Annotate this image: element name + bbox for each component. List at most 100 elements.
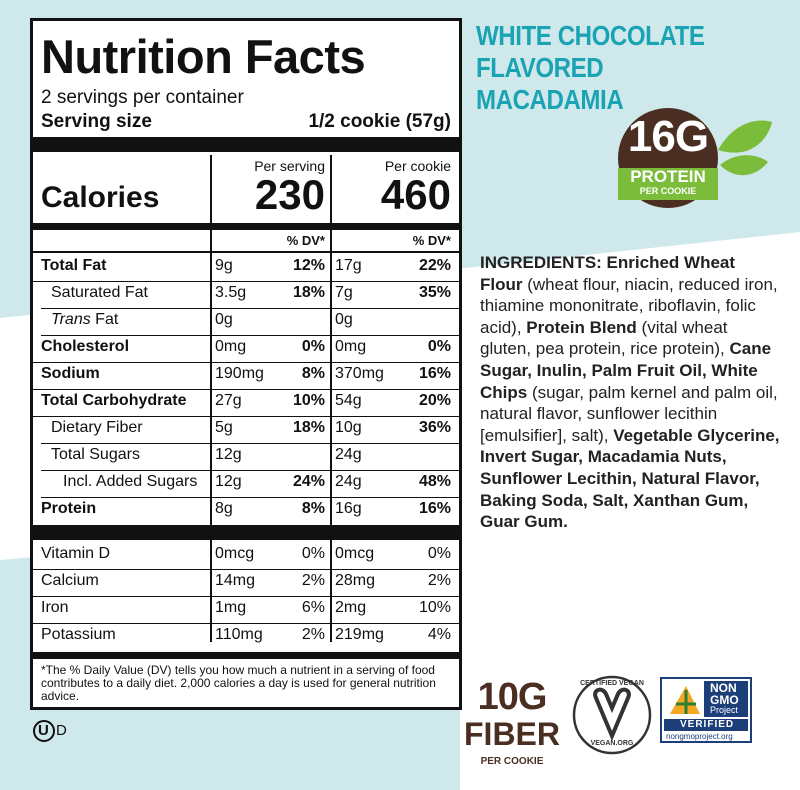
- rule: [33, 652, 459, 659]
- rule: [33, 596, 459, 597]
- nutrient-name: Incl. Added Sugars: [63, 473, 198, 490]
- kosher-suffix: D: [56, 722, 67, 739]
- daily-value: 4%: [427, 626, 451, 643]
- amount: 190mg: [215, 365, 264, 382]
- amount: 12g: [215, 473, 242, 490]
- column-header: Per serving: [254, 158, 325, 174]
- label-title: Nutrition Facts: [41, 30, 366, 83]
- protein-label: PROTEIN: [630, 167, 706, 186]
- vitamin-name: Potassium: [41, 626, 116, 643]
- product-line: FLAVORED MACADAMIA: [476, 52, 624, 115]
- nongmo-badge-strip: [664, 719, 748, 731]
- daily-value: 16%: [418, 365, 451, 382]
- amount: 24g: [335, 446, 362, 463]
- daily-value: 36%: [418, 419, 451, 436]
- nongmo-badge-block: [704, 681, 748, 717]
- nutrient-name: Total Sugars: [51, 446, 140, 463]
- ingredient-text: Cane Sugar, Inulin, Palm Fruit Oil, Whit…: [480, 339, 772, 402]
- calories-value: 460: [380, 171, 451, 218]
- amount: 0mcg: [335, 545, 375, 562]
- nutrient-name-rest: Fat: [95, 311, 119, 328]
- daily-value: 6%: [301, 599, 325, 616]
- amount: 24g: [335, 473, 362, 490]
- rule: [41, 443, 459, 444]
- nutrient-name: Sodium: [41, 365, 100, 382]
- vitamin-name: Calcium: [41, 572, 99, 589]
- vegan-heart: [593, 687, 631, 742]
- rule: [41, 470, 459, 471]
- rule: [33, 389, 459, 390]
- fiber-sub: PER COOKIE: [480, 756, 544, 767]
- ingredient-text: (wheat flour, niacin, reduced iron, thia…: [480, 274, 778, 337]
- servings: 2 servings per container: [41, 87, 244, 108]
- dv-header: % DV*: [412, 233, 451, 248]
- amount: 2mg: [335, 599, 367, 616]
- amount: 370mg: [335, 365, 384, 382]
- rule: [41, 497, 459, 498]
- daily-value: 10%: [292, 392, 325, 409]
- amount: 5g: [215, 419, 233, 436]
- column-header: Per cookie: [384, 158, 451, 174]
- vegan-bottom: VEGAN.ORG: [590, 740, 634, 747]
- nutrient-name: Saturated Fat: [51, 284, 148, 301]
- daily-value: 0%: [427, 545, 451, 562]
- nongmo-line3: Project: [710, 705, 739, 715]
- ingredient-text: Protein Blend: [526, 317, 637, 337]
- rule: [33, 623, 459, 624]
- amount: 27g: [215, 392, 242, 409]
- nutrient-name: Trans Fat: [51, 311, 118, 329]
- serving-size: 1/2 cookie (57g): [308, 111, 451, 132]
- rule: [33, 525, 459, 540]
- daily-value: 0%: [427, 338, 451, 355]
- kosher-symbol: U: [38, 722, 49, 739]
- product-name: WHITE CHOCOLATE FLAVORED MACADAMIA: [476, 20, 755, 116]
- rule: [33, 362, 459, 363]
- amount: 7g: [335, 284, 353, 301]
- rule: [33, 137, 459, 152]
- daily-value: 20%: [418, 392, 451, 409]
- amount: 0g: [335, 311, 353, 328]
- amount: 17g: [335, 257, 362, 274]
- amount: 54g: [335, 392, 362, 409]
- amount: 16g: [335, 500, 362, 517]
- calories-value: 230: [254, 171, 325, 218]
- daily-value: 48%: [418, 473, 451, 490]
- product-line: WHITE CHOCOLATE: [476, 20, 705, 51]
- ingredient-text: Vegetable Glycerine, Invert Sugar, Macad…: [480, 425, 780, 532]
- vitamin-name: Vitamin D: [41, 545, 111, 562]
- calories-label: Calories: [41, 181, 160, 214]
- column-divider: [210, 155, 212, 642]
- amount: 9g: [215, 257, 233, 274]
- nongmo-verified: VERIFIED: [680, 719, 735, 730]
- fiber-amount: 10G: [477, 676, 548, 718]
- nongmo-line1: NON: [710, 681, 737, 695]
- rule: [33, 281, 459, 282]
- daily-value: 22%: [418, 257, 451, 274]
- kosher-circle: [33, 720, 55, 742]
- daily-value: 2%: [427, 572, 451, 589]
- daily-value: 8%: [301, 500, 325, 517]
- protein-amount: 16G: [627, 112, 709, 161]
- daily-value: 12%: [292, 257, 325, 274]
- daily-value: 16%: [418, 500, 451, 517]
- amount: 8g: [215, 500, 233, 517]
- nongmo-line2: GMO: [710, 693, 739, 707]
- daily-value: 2%: [301, 626, 325, 643]
- rule: [33, 416, 459, 417]
- amount: 110mg: [215, 626, 263, 643]
- nutrient-name: Total Fat: [41, 257, 107, 274]
- amount: 0mcg: [215, 545, 255, 562]
- rule: [33, 569, 459, 570]
- ingredients: INGREDIENTS: Enriched Wheat Flour (wheat…: [480, 252, 780, 533]
- nutrient-name: Total Carbohydrate: [41, 392, 187, 409]
- daily-value: 8%: [301, 365, 325, 382]
- daily-value: 2%: [301, 572, 325, 589]
- nongmo-url: nongmoproject.org: [666, 732, 733, 741]
- nutrition-label: Nutrition Facts 2 servings per container S…: [30, 18, 462, 710]
- ingredient-text: (vital wheat gluten, pea protein, rice p…: [480, 317, 730, 359]
- amount: 3.5g: [215, 284, 247, 301]
- nutrient-name: Protein: [41, 500, 97, 517]
- serving-size-label: Serving size: [41, 111, 152, 132]
- vegan-top: CERTIFIED VEGAN: [580, 680, 644, 687]
